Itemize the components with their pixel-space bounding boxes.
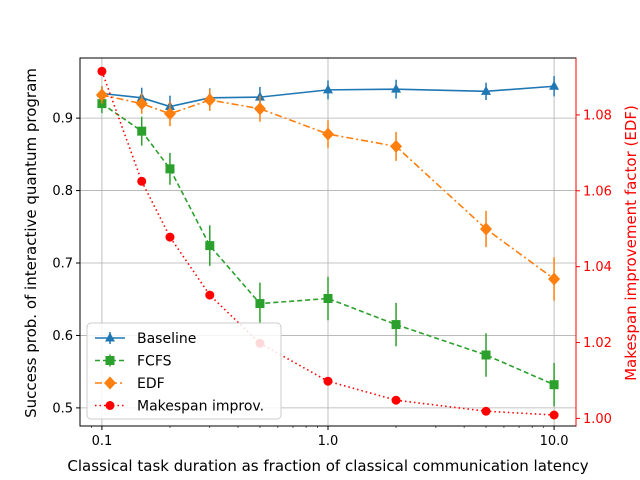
axes: 0.1 1.0 10.0 0.5 0.6 0.7 0.8 0.9 1.00 1.02 1.04 1.0… — [52, 58, 612, 449]
series-layer — [95, 66, 561, 420]
data-point — [203, 93, 216, 107]
x-tick-label: 0.1 — [92, 434, 113, 449]
data-point — [97, 66, 107, 76]
y-axis-label: Success prob. of interactive quantum pro… — [22, 68, 40, 418]
y2-tick-label: 1.08 — [583, 108, 612, 123]
legend-marker — [105, 332, 115, 342]
legend-entry: Baseline — [95, 331, 196, 347]
legend-label: Baseline — [137, 331, 196, 347]
legend-marker — [104, 376, 116, 390]
data-point — [480, 222, 493, 236]
y2-tick-label: 1.00 — [583, 412, 612, 427]
data-point — [391, 83, 402, 93]
data-point — [205, 241, 215, 251]
data-point — [135, 97, 148, 111]
x-tick-label: 10.0 — [540, 434, 569, 449]
data-point — [255, 299, 265, 309]
data-point — [163, 107, 176, 121]
series-fcfs — [97, 94, 559, 407]
data-point — [253, 102, 266, 116]
legend-marker — [105, 401, 115, 410]
data-point — [481, 406, 491, 416]
data-point — [165, 164, 175, 174]
y-tick-label: 0.7 — [52, 257, 73, 272]
data-point — [165, 232, 175, 242]
y-tick-label: 0.6 — [52, 329, 73, 344]
y-tick-label: 0.5 — [52, 401, 73, 416]
legend-entry: FCFS — [95, 354, 172, 370]
data-point — [205, 290, 215, 300]
legend-label: EDF — [137, 376, 165, 392]
data-point — [322, 127, 334, 141]
legend-marker — [105, 356, 115, 365]
data-point — [481, 85, 492, 95]
x-tick-label: 1.0 — [318, 434, 339, 449]
series-edf — [95, 86, 561, 301]
x-axis-label: Classical task duration as fraction of c… — [67, 457, 588, 475]
series-line — [101, 94, 555, 280]
legend-entry: Makespan improv. — [95, 399, 264, 415]
legend-label: Makespan improv. — [137, 399, 264, 415]
data-point — [391, 395, 401, 405]
y2-axis-label: Makespan improvement factor (EDF) — [622, 105, 640, 381]
data-point — [549, 410, 559, 420]
data-point — [323, 376, 333, 386]
y2-tick-label: 1.04 — [583, 260, 612, 275]
data-point — [391, 320, 401, 330]
legend: Baseline FCFS EDF Makespan improv. — [86, 322, 282, 420]
data-point — [95, 88, 108, 102]
data-point — [323, 84, 333, 94]
data-point — [548, 272, 561, 286]
y2-tick-label: 1.02 — [583, 336, 612, 351]
legend-label: FCFS — [137, 354, 172, 370]
data-point — [390, 139, 403, 153]
data-point — [137, 176, 147, 186]
data-point — [481, 350, 491, 360]
legend-entry: EDF — [95, 376, 165, 392]
data-point — [549, 80, 560, 90]
y-tick-label: 0.9 — [52, 112, 73, 127]
y-tick-label: 0.8 — [52, 184, 73, 199]
data-point — [137, 126, 147, 136]
data-point — [549, 380, 559, 390]
y2-tick-label: 1.06 — [583, 184, 612, 199]
data-point — [323, 294, 333, 304]
legend-box — [86, 322, 282, 420]
